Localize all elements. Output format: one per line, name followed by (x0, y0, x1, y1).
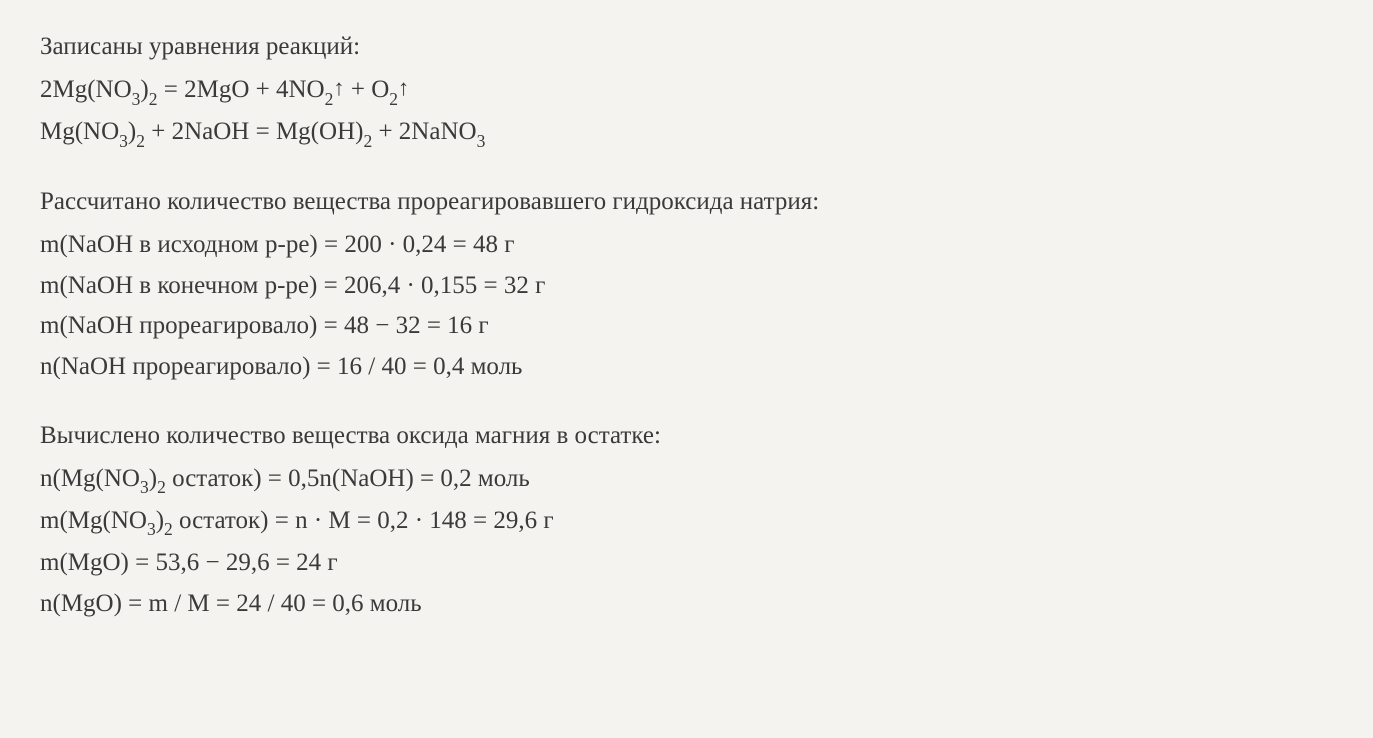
section-mgo-calc: Вычислено количество вещества оксида маг… (40, 417, 1333, 624)
calc-line: n(NaOH прореагировало) = 16 / 40 = 0,4 м… (40, 348, 1333, 387)
heading-mgo: Вычислено количество вещества оксида маг… (40, 417, 1333, 456)
eq1-sub: 3 (132, 89, 141, 109)
up-arrow-icon: ↑ (398, 75, 409, 100)
line2-text: ) (156, 507, 164, 534)
line1-text: остаток) = 0,5n(NaOH) = 0,2 моль (166, 465, 530, 492)
up-arrow-icon: ↑ (333, 75, 344, 100)
line1-sub: 3 (140, 477, 149, 497)
eq2-text: Mg(NO (40, 118, 119, 145)
line2-text: m(Mg(NO (40, 507, 147, 534)
equation-1: 2Mg(NO3)2 = 2MgO + 4NO2↑ + O2↑ (40, 71, 1333, 111)
calc-line: m(NaOH в конечном р-ре) = 206,4 · 0,155 … (40, 267, 1333, 306)
eq1-sub: 2 (389, 89, 398, 109)
calc-line-mgo-m: m(MgO) = 53,6 − 29,6 = 24 г (40, 544, 1333, 583)
calc-line-mgno3-m: m(Mg(NO3)2 остаток) = n · M = 0,2 · 148 … (40, 502, 1333, 542)
eq2-sub: 3 (477, 131, 486, 151)
eq2-sub: 2 (363, 131, 372, 151)
eq1-text: + O (345, 76, 390, 103)
line1-text: ) (149, 465, 157, 492)
eq2-text: ) (128, 118, 136, 145)
line2-sub: 3 (147, 519, 156, 539)
eq2-sub: 3 (119, 131, 128, 151)
heading-equations: Записаны уравнения реакций: (40, 28, 1333, 67)
calc-line: m(NaOH в исходном р-ре) = 200 · 0,24 = 4… (40, 226, 1333, 265)
equation-2: Mg(NO3)2 + 2NaOH = Mg(OH)2 + 2NaNO3 (40, 113, 1333, 153)
eq2-text: + 2NaNO (372, 118, 476, 145)
heading-naoh: Рассчитано количество вещества прореагир… (40, 183, 1333, 222)
eq2-sub: 2 (136, 131, 145, 151)
line2-text: остаток) = n · M = 0,2 · 148 = 29,6 г (173, 507, 554, 534)
line1-sub: 2 (157, 477, 166, 497)
calc-line-mgo-n: n(MgO) = m / M = 24 / 40 = 0,6 моль (40, 585, 1333, 624)
line2-sub: 2 (164, 519, 173, 539)
section-equations: Записаны уравнения реакций: 2Mg(NO3)2 = … (40, 28, 1333, 153)
calc-line: m(NaOH прореагировало) = 48 − 32 = 16 г (40, 307, 1333, 346)
eq2-text: + 2NaOH = Mg(OH) (145, 118, 363, 145)
eq1-text: ) (140, 76, 148, 103)
calc-line-mgno3-n: n(Mg(NO3)2 остаток) = 0,5n(NaOH) = 0,2 м… (40, 460, 1333, 500)
line1-text: n(Mg(NO (40, 465, 140, 492)
eq1-sub: 2 (149, 89, 158, 109)
eq1-text: 2Mg(NO (40, 76, 132, 103)
section-naoh-calc: Рассчитано количество вещества прореагир… (40, 183, 1333, 387)
eq1-text: = 2MgO + 4NO (158, 76, 325, 103)
